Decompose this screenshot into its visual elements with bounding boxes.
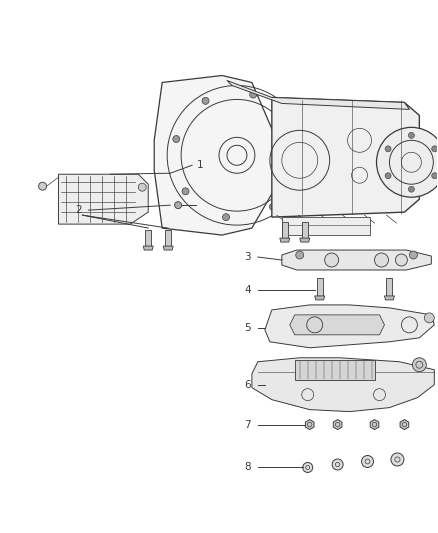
Circle shape — [296, 251, 304, 259]
Circle shape — [413, 358, 426, 372]
Circle shape — [138, 183, 146, 191]
Polygon shape — [302, 222, 308, 238]
Text: 2: 2 — [75, 205, 82, 215]
Polygon shape — [305, 419, 314, 430]
Circle shape — [175, 201, 182, 208]
Polygon shape — [333, 419, 342, 430]
Text: 1: 1 — [197, 160, 203, 170]
Polygon shape — [252, 358, 434, 411]
Circle shape — [408, 186, 414, 192]
Circle shape — [391, 453, 404, 466]
Circle shape — [396, 254, 407, 266]
Circle shape — [385, 173, 391, 179]
Circle shape — [173, 135, 180, 142]
Polygon shape — [227, 80, 410, 109]
Polygon shape — [143, 246, 153, 250]
Polygon shape — [280, 238, 290, 242]
Polygon shape — [317, 278, 323, 296]
Circle shape — [432, 146, 438, 152]
Circle shape — [385, 146, 391, 152]
Circle shape — [303, 463, 313, 472]
Circle shape — [377, 127, 438, 197]
Polygon shape — [59, 174, 148, 224]
Polygon shape — [370, 419, 379, 430]
Circle shape — [332, 459, 343, 470]
Polygon shape — [282, 250, 431, 270]
Polygon shape — [400, 419, 409, 430]
Polygon shape — [300, 238, 310, 242]
Circle shape — [182, 188, 189, 195]
Polygon shape — [386, 278, 392, 296]
Circle shape — [424, 313, 434, 323]
Circle shape — [432, 173, 438, 179]
Circle shape — [361, 456, 374, 467]
Polygon shape — [165, 230, 171, 246]
Text: 8: 8 — [244, 463, 251, 472]
Polygon shape — [154, 76, 277, 235]
Circle shape — [408, 132, 414, 139]
Polygon shape — [163, 246, 173, 250]
Text: 4: 4 — [244, 285, 251, 295]
Text: 7: 7 — [244, 419, 251, 430]
Circle shape — [294, 168, 301, 175]
Polygon shape — [295, 360, 374, 379]
Polygon shape — [145, 230, 151, 246]
Polygon shape — [290, 315, 385, 335]
Circle shape — [288, 120, 295, 127]
Polygon shape — [385, 296, 395, 300]
Polygon shape — [314, 296, 325, 300]
Circle shape — [325, 253, 339, 267]
Text: 6: 6 — [244, 379, 251, 390]
Text: 3: 3 — [244, 252, 251, 262]
Text: 5: 5 — [244, 323, 251, 333]
Polygon shape — [282, 222, 288, 238]
Polygon shape — [272, 98, 419, 217]
Circle shape — [39, 182, 46, 190]
Circle shape — [250, 91, 257, 98]
Circle shape — [374, 253, 389, 267]
Polygon shape — [282, 217, 370, 235]
Circle shape — [223, 214, 230, 221]
Circle shape — [202, 98, 209, 104]
Circle shape — [410, 251, 417, 259]
Polygon shape — [265, 305, 434, 348]
Circle shape — [269, 203, 276, 210]
